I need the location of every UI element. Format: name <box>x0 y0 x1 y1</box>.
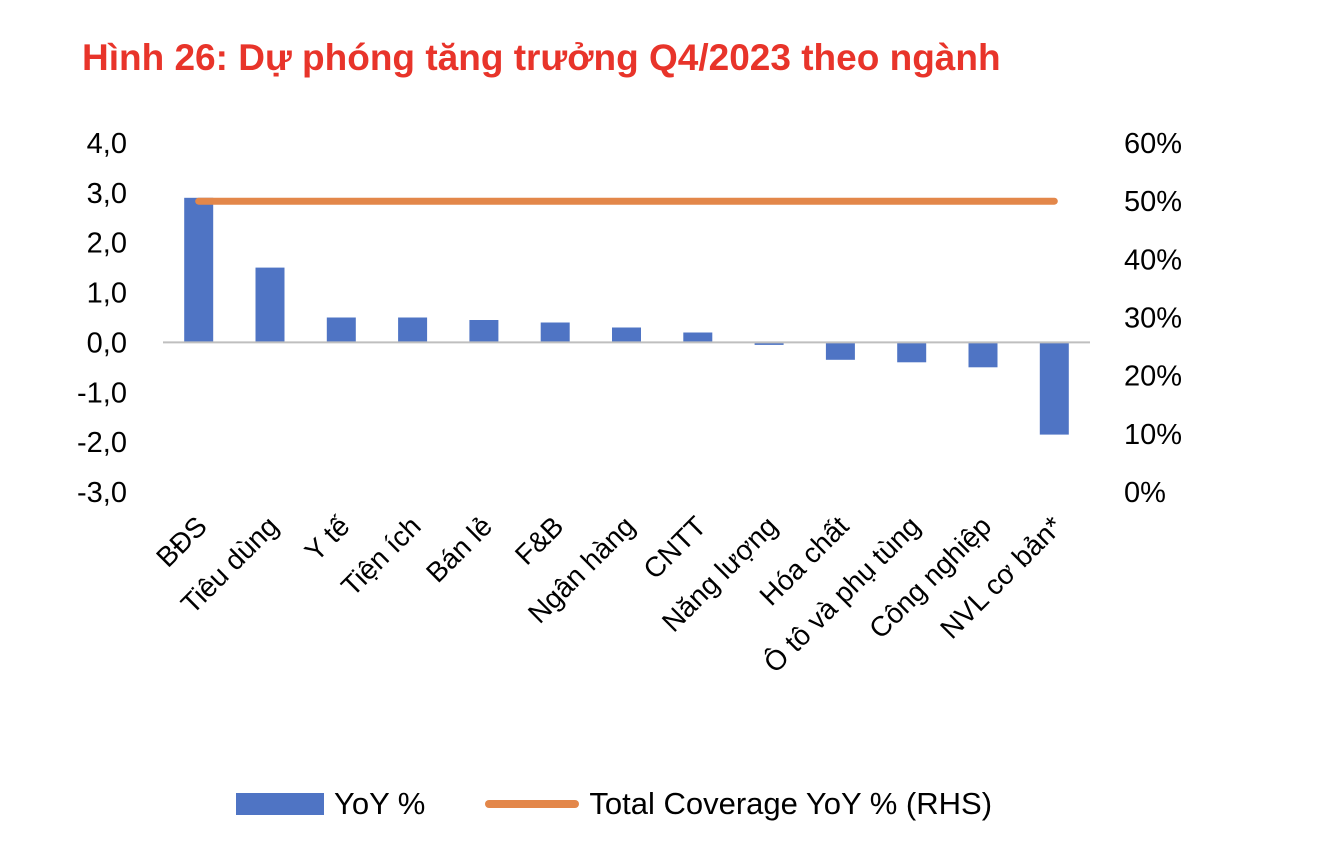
left-axis-ticks: 4,0 3,0 2,0 1,0 0,0 -1,0 -2,0 -3,0 <box>77 128 127 509</box>
left-tick-label: -1,0 <box>77 377 127 409</box>
legend-bar-swatch <box>236 793 324 815</box>
bars-layer <box>184 197 1069 435</box>
category-label-5: F&B <box>509 510 569 570</box>
category-label-2: Y tế <box>299 510 356 567</box>
bar-3 <box>398 317 428 343</box>
bar-2 <box>326 317 356 343</box>
left-tick-label: 2,0 <box>87 228 127 260</box>
category-label-4: Bán lẻ <box>420 510 498 588</box>
legend-item-bar: YoY % <box>236 786 425 822</box>
bar-0 <box>184 197 214 343</box>
bar-4 <box>469 320 499 343</box>
left-tick-label: -2,0 <box>77 427 127 459</box>
bar-1 <box>255 267 285 343</box>
right-tick-label: 0% <box>1124 477 1166 509</box>
left-tick-label: 1,0 <box>87 278 127 310</box>
left-tick-label: 3,0 <box>87 178 127 210</box>
bar-6 <box>612 327 641 343</box>
chart-title: Hình 26: Dự phóng tăng trưởng Q4/2023 th… <box>82 37 1001 78</box>
legend-line-swatch <box>485 800 580 808</box>
bar-12 <box>1039 342 1069 435</box>
right-tick-label: 30% <box>1124 303 1182 335</box>
left-tick-label: -3,0 <box>77 477 127 509</box>
bar-10 <box>897 342 927 363</box>
bar-11 <box>968 342 998 368</box>
right-tick-label: 40% <box>1124 244 1182 276</box>
legend: YoY % Total Coverage YoY % (RHS) <box>236 786 992 822</box>
legend-item-line: Total Coverage YoY % (RHS) <box>485 786 992 822</box>
right-tick-label: 20% <box>1124 361 1182 393</box>
right-tick-label: 50% <box>1124 186 1182 218</box>
legend-bar-label: YoY % <box>334 786 426 821</box>
legend-line-label: Total Coverage YoY % (RHS) <box>589 786 993 821</box>
category-label-0: BĐS <box>150 510 213 573</box>
bar-5 <box>540 322 570 343</box>
bar-8 <box>754 342 784 345</box>
left-tick-label: 4,0 <box>87 128 127 160</box>
left-tick-label: 0,0 <box>87 327 127 359</box>
right-tick-label: 60% <box>1124 128 1182 160</box>
bar-9 <box>825 342 855 360</box>
right-tick-label: 10% <box>1124 419 1182 451</box>
right-axis-ticks: 60% 50% 40% 30% 20% 10% 0% <box>1124 128 1182 509</box>
category-label-3: Tiện ích <box>335 510 427 602</box>
bar-7 <box>683 332 713 343</box>
